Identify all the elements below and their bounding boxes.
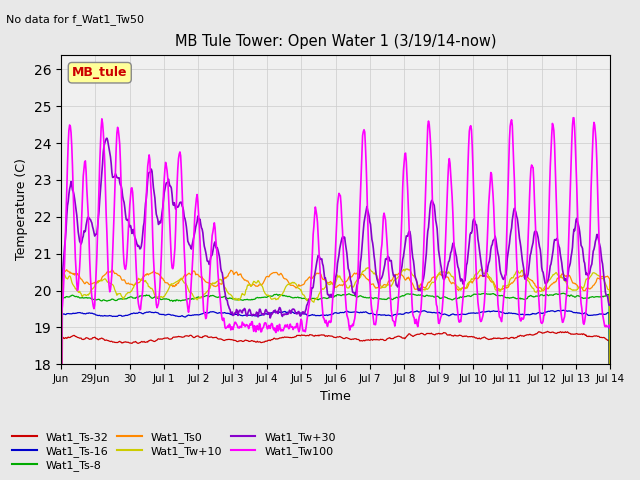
X-axis label: Time: Time xyxy=(321,390,351,403)
Legend: Wat1_Ts-32, Wat1_Ts-16, Wat1_Ts-8, Wat1_Ts0, Wat1_Tw+10, Wat1_Tw+30, Wat1_Tw100: Wat1_Ts-32, Wat1_Ts-16, Wat1_Ts-8, Wat1_… xyxy=(9,428,339,474)
Title: MB Tule Tower: Open Water 1 (3/19/14-now): MB Tule Tower: Open Water 1 (3/19/14-now… xyxy=(175,34,497,49)
Text: MB_tule: MB_tule xyxy=(72,66,127,79)
Y-axis label: Temperature (C): Temperature (C) xyxy=(15,158,28,260)
Text: No data for f_Wat1_Tw50: No data for f_Wat1_Tw50 xyxy=(6,14,145,25)
